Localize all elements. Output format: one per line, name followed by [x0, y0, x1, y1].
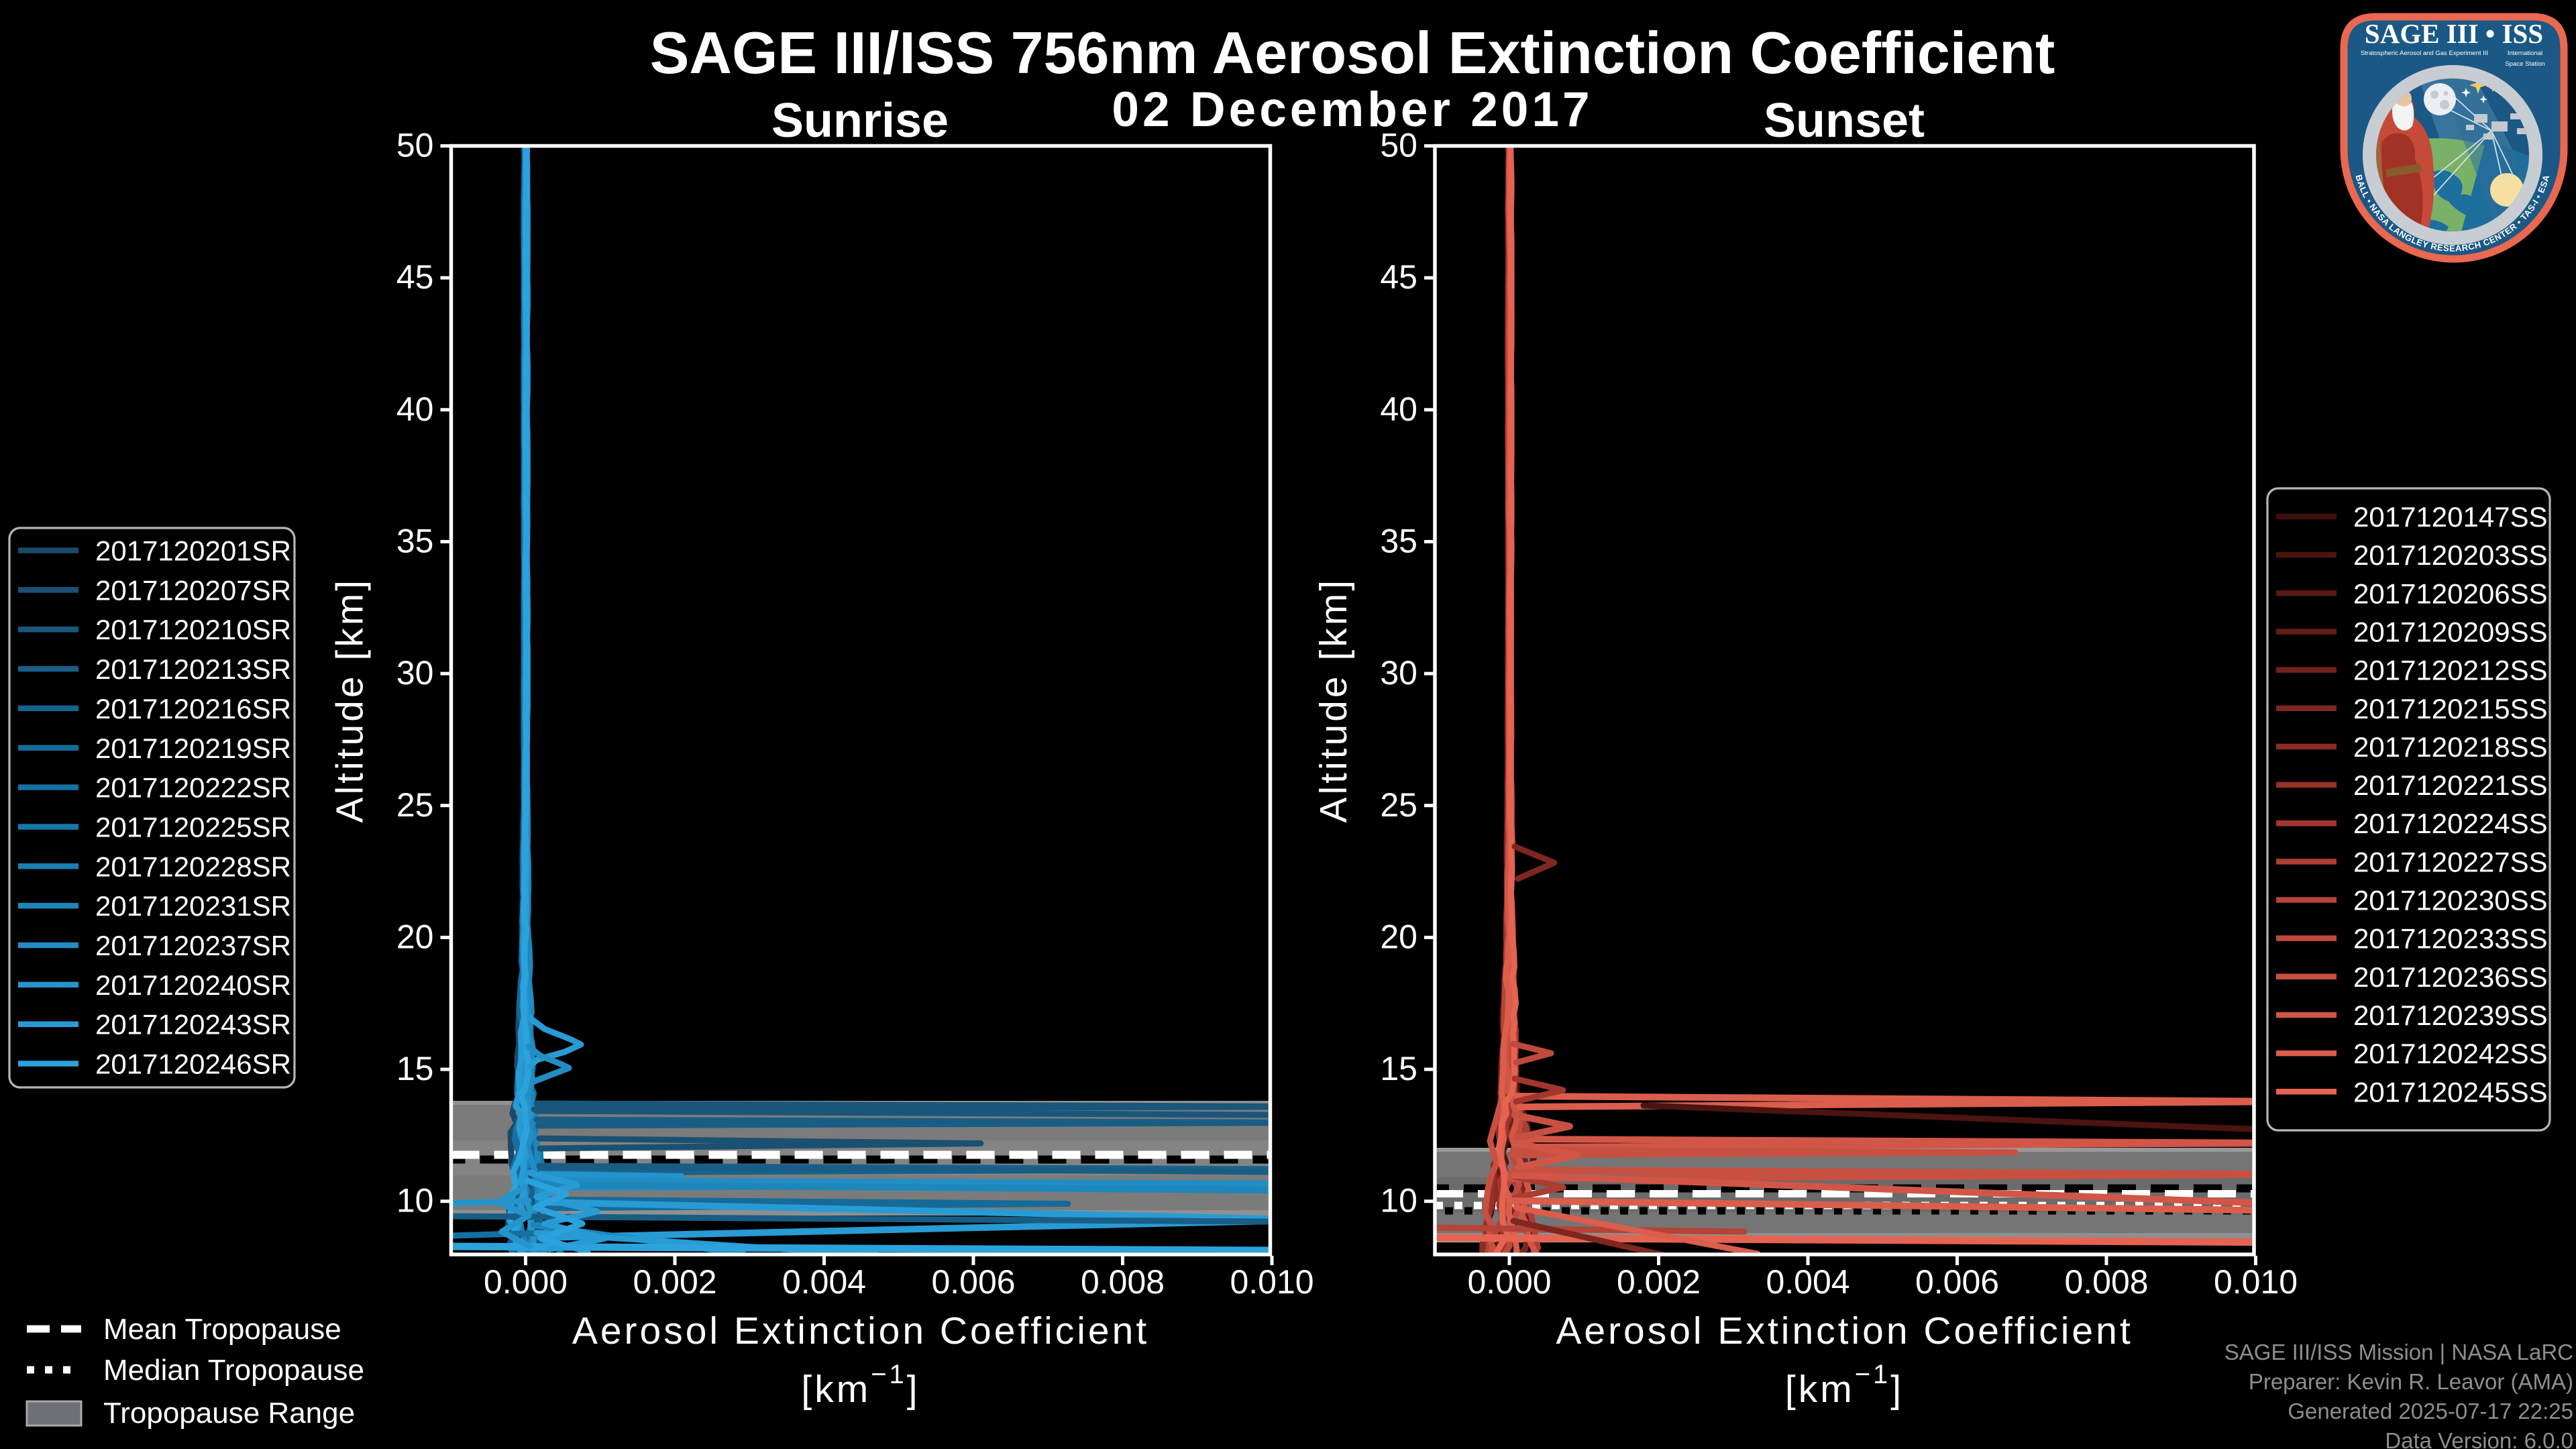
- svg-text:SAGE III/ISS 756nm Aerosol Ext: SAGE III/ISS 756nm Aerosol Extinction Co…: [650, 19, 2055, 86]
- svg-text:Stratospheric Aerosol and Gas: Stratospheric Aerosol and Gas Experiment…: [2361, 50, 2488, 57]
- svg-text:20: 20: [396, 918, 434, 955]
- svg-text:Median Tropopause: Median Tropopause: [103, 1354, 364, 1387]
- svg-text:2017120239SS: 2017120239SS: [2353, 1000, 2548, 1031]
- svg-text:0.006: 0.006: [931, 1263, 1015, 1301]
- svg-text:2017120222SR: 2017120222SR: [95, 772, 291, 804]
- svg-text:2017120243SR: 2017120243SR: [95, 1009, 291, 1040]
- svg-text:45: 45: [396, 258, 434, 296]
- svg-text:Sunrise: Sunrise: [771, 94, 949, 148]
- svg-text:0.000: 0.000: [484, 1263, 568, 1301]
- svg-text:0.004: 0.004: [1766, 1263, 1849, 1301]
- svg-text:25: 25: [396, 786, 434, 824]
- svg-text:Altitude [km]: Altitude [km]: [1312, 578, 1355, 823]
- svg-text:50: 50: [396, 127, 434, 164]
- svg-text:2017120237SR: 2017120237SR: [95, 930, 291, 961]
- svg-text:0.000: 0.000: [1467, 1263, 1551, 1301]
- svg-text:2017120207SR: 2017120207SR: [95, 574, 291, 606]
- svg-text:Tropopause Range: Tropopause Range: [103, 1397, 355, 1430]
- svg-text:2017120218SS: 2017120218SS: [2353, 731, 2548, 763]
- svg-text:40: 40: [396, 390, 434, 428]
- svg-text:2017120221SS: 2017120221SS: [2353, 769, 2548, 801]
- svg-text:25: 25: [1380, 786, 1417, 824]
- svg-text:02 December 2017: 02 December 2017: [1112, 83, 1593, 137]
- svg-text:2017120230SS: 2017120230SS: [2353, 885, 2548, 916]
- svg-text:10: 10: [396, 1182, 434, 1220]
- svg-text:15: 15: [396, 1050, 434, 1087]
- svg-text:SAGE III • ISS: SAGE III • ISS: [2365, 18, 2543, 49]
- svg-text:0.002: 0.002: [1617, 1263, 1701, 1301]
- svg-text:Aerosol Extinction Coefficient: Aerosol Extinction Coefficient: [572, 1309, 1149, 1352]
- svg-text:0.010: 0.010: [1230, 1263, 1313, 1301]
- svg-text:International: International: [2508, 50, 2542, 57]
- svg-text:2017120216SR: 2017120216SR: [95, 693, 291, 724]
- svg-text:0.006: 0.006: [1915, 1263, 1999, 1301]
- svg-text:2017120215SS: 2017120215SS: [2353, 693, 2548, 724]
- svg-text:Preparer: Kevin R. Leavor (AMA: Preparer: Kevin R. Leavor (AMA): [2249, 1369, 2573, 1394]
- svg-text:2017120210SR: 2017120210SR: [95, 614, 291, 645]
- svg-text:2017120147SS: 2017120147SS: [2353, 501, 2548, 533]
- svg-text:Sunset: Sunset: [1764, 94, 1925, 148]
- svg-text:2017120231SR: 2017120231SR: [95, 890, 291, 922]
- svg-text:Data Version: 6.0.0: Data Version: 6.0.0: [2385, 1428, 2573, 1449]
- svg-text:20: 20: [1380, 918, 1417, 955]
- svg-text:2017120206SS: 2017120206SS: [2353, 578, 2548, 609]
- svg-text:2017120224SS: 2017120224SS: [2353, 808, 2548, 839]
- svg-text:0.008: 0.008: [1081, 1263, 1165, 1301]
- svg-text:2017120225SR: 2017120225SR: [95, 811, 291, 843]
- svg-text:10: 10: [1380, 1182, 1417, 1220]
- svg-text:Space Station: Space Station: [2505, 60, 2544, 68]
- svg-text:0.004: 0.004: [782, 1263, 866, 1301]
- svg-text:Mean Tropopause: Mean Tropopause: [103, 1313, 341, 1346]
- svg-text:35: 35: [1380, 522, 1417, 559]
- svg-text:2017120209SS: 2017120209SS: [2353, 616, 2548, 647]
- svg-text:0.010: 0.010: [2214, 1263, 2298, 1301]
- svg-text:30: 30: [1380, 654, 1417, 692]
- svg-text:2017120212SS: 2017120212SS: [2353, 655, 2548, 686]
- svg-text:0.008: 0.008: [2064, 1263, 2148, 1301]
- svg-text:2017120201SR: 2017120201SR: [95, 535, 291, 567]
- svg-text:2017120245SS: 2017120245SS: [2353, 1076, 2548, 1108]
- svg-text:35: 35: [396, 522, 434, 559]
- svg-text:2017120236SS: 2017120236SS: [2353, 961, 2548, 993]
- svg-text:2017120240SR: 2017120240SR: [95, 969, 291, 1001]
- svg-text:2017120246SR: 2017120246SR: [95, 1049, 291, 1080]
- svg-text:Generated 2025-07-17 22:25: Generated 2025-07-17 22:25: [2288, 1399, 2573, 1424]
- svg-text:2017120227SS: 2017120227SS: [2353, 846, 2548, 877]
- svg-text:2017120228SR: 2017120228SR: [95, 851, 291, 882]
- svg-text:30: 30: [396, 654, 434, 692]
- svg-text:2017120213SR: 2017120213SR: [95, 653, 291, 685]
- svg-text:40: 40: [1380, 390, 1417, 428]
- svg-text:15: 15: [1380, 1050, 1417, 1087]
- svg-text:Aerosol Extinction Coefficient: Aerosol Extinction Coefficient: [1556, 1309, 2133, 1352]
- svg-text:2017120233SS: 2017120233SS: [2353, 923, 2548, 955]
- svg-text:2017120242SS: 2017120242SS: [2353, 1038, 2548, 1069]
- svg-text:SAGE III/ISS Mission | NASA La: SAGE III/ISS Mission | NASA LaRC: [2224, 1340, 2573, 1364]
- svg-text:0.002: 0.002: [633, 1263, 716, 1301]
- svg-text:2017120203SS: 2017120203SS: [2353, 539, 2548, 571]
- svg-text:2017120219SR: 2017120219SR: [95, 733, 291, 764]
- svg-text:Altitude [km]: Altitude [km]: [329, 578, 372, 823]
- svg-text:50: 50: [1380, 127, 1417, 164]
- svg-text:45: 45: [1380, 258, 1417, 296]
